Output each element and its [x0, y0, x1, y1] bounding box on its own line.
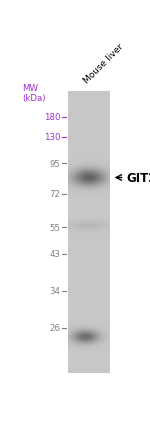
Text: 43: 43 [50, 250, 61, 259]
Text: 95: 95 [50, 160, 61, 168]
Text: GIT2: GIT2 [127, 171, 150, 184]
Text: 180: 180 [44, 113, 61, 122]
Text: 26: 26 [50, 323, 61, 332]
Text: Mouse liver: Mouse liver [82, 43, 125, 85]
Text: 55: 55 [50, 223, 61, 232]
Text: 34: 34 [50, 286, 61, 296]
Text: MW
(kDa): MW (kDa) [22, 84, 46, 103]
Text: 72: 72 [50, 190, 61, 199]
Text: 130: 130 [44, 133, 61, 142]
